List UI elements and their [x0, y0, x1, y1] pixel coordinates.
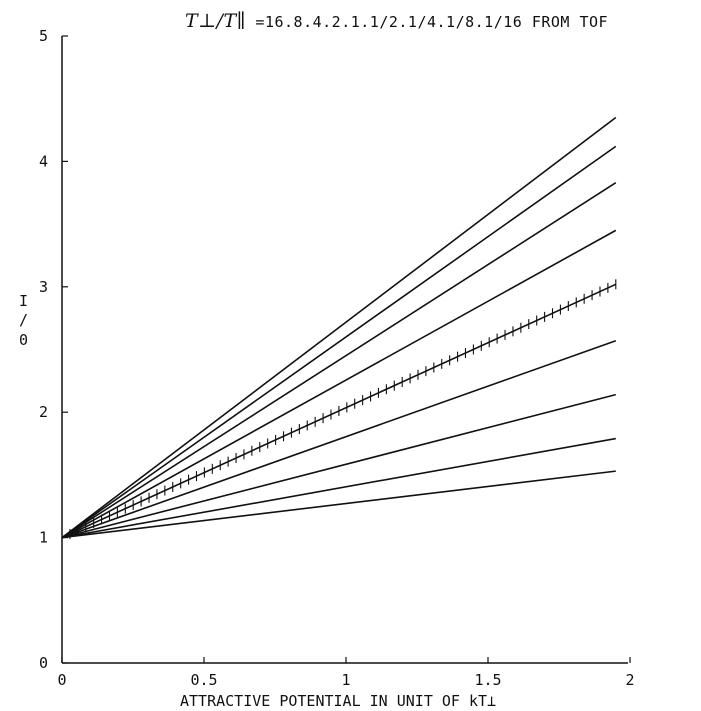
ticks-group: 0 0.5 1 1.5 2 0 1 2 3 4 5	[39, 27, 635, 689]
chart-title: T⊥/T∥ =16.8.4.2.1.1/2.1/4.1/8.1/16 FROM …	[185, 10, 608, 32]
x-tick-label: 0	[57, 671, 66, 689]
series-markers-5	[69, 279, 617, 539]
series-line-2	[61, 145, 617, 539]
x-tick-label: 1.5	[474, 671, 501, 689]
title-values: =16.8.4.2.1.1/2.1/4.1/8.1/16 FROM TOF	[245, 13, 609, 31]
series-line-4	[61, 229, 617, 539]
y-tick-label: 3	[39, 278, 48, 296]
y-tick-label: 0	[39, 654, 48, 672]
x-tick-label: 0.5	[190, 671, 217, 689]
y-axis-label-bar: /	[19, 311, 28, 329]
y-tick-label: 1	[39, 529, 48, 547]
series-line-3	[61, 182, 617, 539]
y-tick-label: 5	[39, 27, 48, 45]
x-axis-label: ATTRACTIVE POTENTIAL IN UNIT OF kT⊥	[180, 692, 496, 710]
series-line-6	[61, 339, 617, 539]
series-line-8	[61, 437, 616, 539]
y-axis-label-top: I	[19, 292, 28, 310]
y-tick-label: 4	[39, 152, 48, 170]
series-line-1	[61, 116, 617, 539]
axes-group	[61, 36, 628, 664]
title-ratio: T⊥/T∥	[185, 10, 246, 32]
y-axis-label-bottom: 0	[19, 331, 28, 349]
series-group	[61, 116, 617, 539]
x-tick-label: 1	[341, 671, 350, 689]
series-line-9	[61, 470, 616, 539]
series-line-7	[61, 393, 616, 539]
x-tick-label: 2	[625, 671, 634, 689]
y-tick-label: 2	[39, 403, 48, 421]
